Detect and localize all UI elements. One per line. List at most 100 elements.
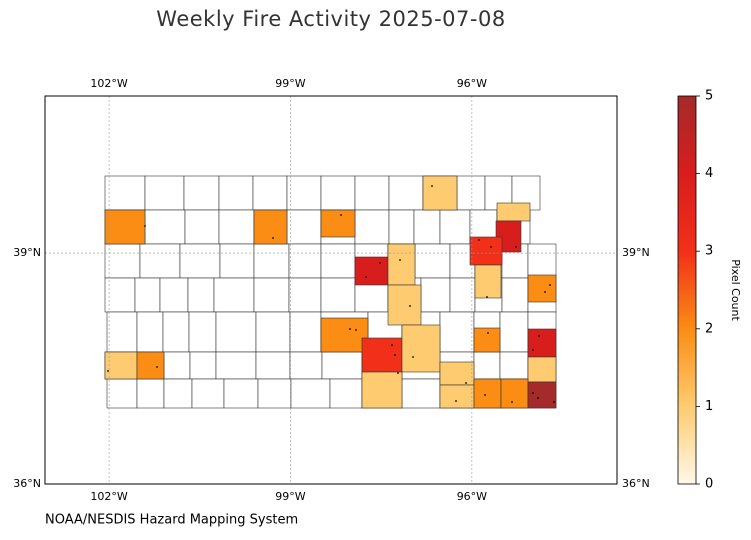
county-fire — [104, 209, 146, 245]
county — [414, 243, 451, 279]
colorbar-tick-label: 2 — [705, 321, 713, 336]
county — [320, 243, 356, 279]
fire-dot — [397, 372, 399, 374]
fire-dot — [379, 262, 381, 264]
fire-dot — [365, 276, 367, 278]
county — [106, 378, 138, 409]
county — [134, 277, 161, 313]
county-fire — [136, 351, 165, 380]
county — [286, 175, 322, 211]
county-fire — [439, 361, 475, 386]
county — [289, 351, 323, 380]
county — [162, 311, 190, 353]
county — [253, 277, 290, 313]
county — [329, 378, 363, 409]
county — [290, 378, 331, 409]
county — [288, 277, 322, 313]
fire-dot — [553, 401, 555, 403]
fire-dot — [349, 328, 351, 330]
county — [223, 378, 259, 409]
y-tick-label-right: 39°N — [622, 246, 650, 259]
title: Weekly Fire Activity 2025-07-08 — [156, 7, 505, 31]
county — [473, 351, 501, 380]
county — [320, 277, 356, 313]
county-fire — [387, 284, 422, 326]
county-fire — [473, 378, 502, 409]
colorbar-tick-label: 5 — [705, 89, 713, 104]
map-frame — [44, 95, 618, 485]
county — [215, 351, 257, 380]
county — [136, 311, 164, 353]
county — [286, 209, 322, 245]
fire-dot — [355, 329, 357, 331]
fire-dot — [455, 400, 457, 402]
county — [191, 378, 225, 409]
colorbar-tick-label: 4 — [705, 166, 713, 181]
fire-dot — [412, 356, 414, 358]
county-fire — [439, 384, 475, 409]
county — [106, 311, 138, 353]
fire-dot — [538, 335, 540, 337]
fire-dot — [431, 185, 433, 187]
colorbar — [677, 95, 697, 485]
county — [163, 351, 191, 380]
county — [255, 351, 291, 380]
x-tick-label-top: 102°W — [90, 77, 127, 90]
fire-dot — [490, 246, 492, 248]
county — [388, 175, 424, 211]
county — [289, 311, 322, 353]
county — [215, 311, 257, 353]
county-fire — [527, 274, 557, 303]
county — [320, 175, 356, 211]
county — [321, 351, 363, 380]
county — [159, 277, 189, 313]
county-fire — [527, 356, 557, 383]
county — [144, 175, 185, 211]
county — [188, 311, 217, 353]
county — [456, 175, 486, 211]
fire-dot — [394, 354, 396, 356]
fire-dot — [272, 237, 274, 239]
county — [139, 243, 181, 279]
county — [144, 209, 186, 245]
county — [255, 311, 291, 353]
county-fire — [473, 327, 501, 353]
county-fire — [469, 236, 503, 266]
county — [213, 277, 255, 313]
fire-dot — [549, 284, 551, 286]
fire-dot — [486, 296, 488, 298]
fire-dot — [537, 397, 539, 399]
county-fire — [387, 243, 416, 286]
county-fire — [253, 209, 288, 245]
county — [439, 311, 475, 353]
y-tick-label-left: 36°N — [13, 477, 41, 490]
county — [189, 351, 217, 380]
y-tick-label-right: 36°N — [622, 477, 650, 490]
x-tick-label-bottom: 102°W — [90, 490, 127, 503]
fire-dot — [487, 332, 489, 334]
county — [413, 209, 441, 245]
colorbar-tick-label: 1 — [705, 399, 713, 414]
fire-dot — [484, 394, 486, 396]
x-tick-label-bottom: 96°W — [457, 490, 487, 503]
x-tick-label-top: 99°W — [275, 77, 305, 90]
county-fire — [496, 202, 531, 222]
source: NOAA/NESDIS Hazard Mapping System — [45, 513, 298, 528]
fire-dot — [544, 291, 546, 293]
county — [218, 209, 255, 245]
county-fire — [104, 351, 138, 380]
county-fire — [500, 378, 529, 409]
fire-dot — [511, 401, 513, 403]
y-tick-label-left: 39°N — [13, 246, 41, 259]
county — [219, 243, 255, 279]
county-fire — [422, 175, 458, 211]
county-fire — [361, 371, 403, 409]
county — [104, 243, 141, 279]
county — [499, 351, 529, 380]
county — [253, 243, 290, 279]
fire-dot — [399, 259, 401, 261]
county — [501, 277, 529, 313]
county — [288, 243, 322, 279]
county — [257, 378, 292, 409]
fire-dot — [532, 349, 534, 351]
